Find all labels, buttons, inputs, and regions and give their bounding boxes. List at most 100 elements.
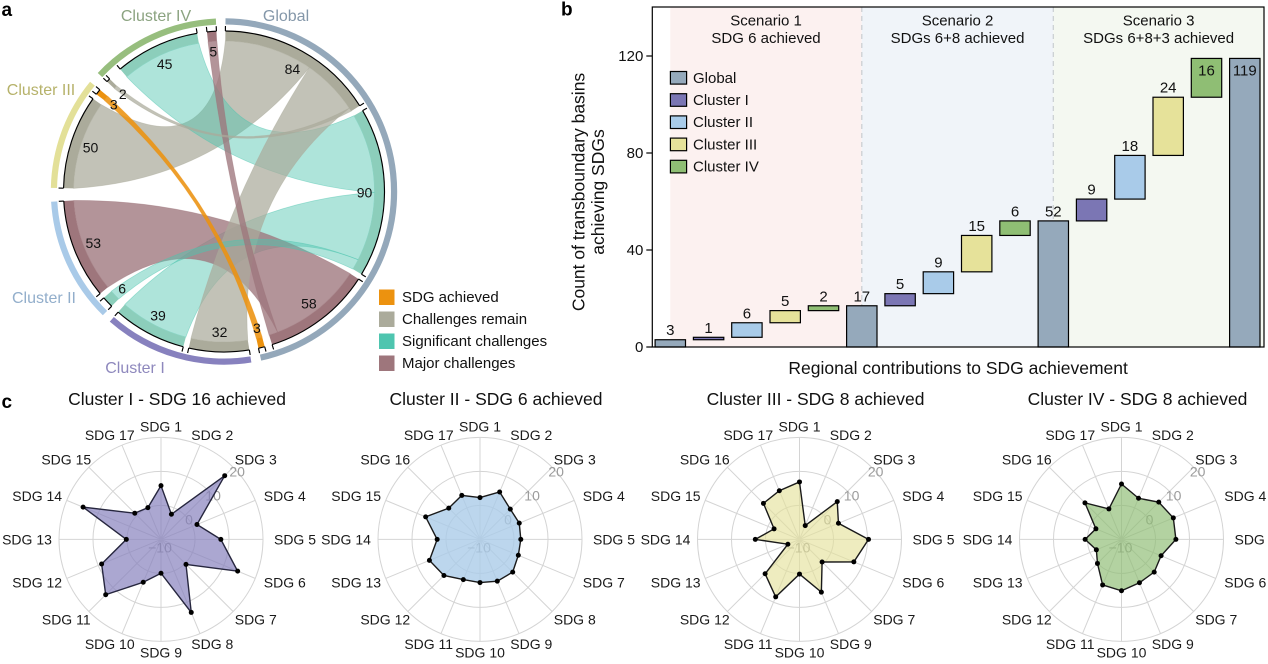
svg-text:SDG 10: SDG 10 [1097, 644, 1147, 659]
svg-text:SDG 3: SDG 3 [554, 452, 596, 468]
svg-text:Challenges remain: Challenges remain [402, 311, 527, 328]
svg-text:SDG 6: SDG 6 [264, 575, 306, 591]
svg-text:SDG 1: SDG 1 [140, 418, 182, 434]
svg-text:39: 39 [150, 308, 166, 324]
svg-text:5: 5 [896, 276, 904, 293]
svg-text:Scenario 3: Scenario 3 [1123, 13, 1195, 30]
svg-text:SDG 7: SDG 7 [1195, 611, 1237, 627]
svg-text:SDG 3: SDG 3 [873, 452, 915, 468]
svg-text:SDG 4: SDG 4 [902, 488, 944, 504]
svg-text:SDG 15: SDG 15 [973, 488, 1023, 504]
svg-text:SDG 7: SDG 7 [583, 575, 625, 591]
svg-text:53: 53 [85, 235, 101, 251]
svg-text:6: 6 [743, 305, 751, 322]
svg-text:SDG 1: SDG 1 [1100, 418, 1142, 434]
svg-text:Cluster III: Cluster III [693, 136, 757, 153]
svg-text:90: 90 [357, 184, 373, 200]
svg-text:SDG 5: SDG 5 [912, 531, 954, 547]
svg-text:18: 18 [1122, 138, 1139, 155]
svg-text:5: 5 [781, 293, 789, 310]
svg-text:10: 10 [1166, 487, 1182, 503]
svg-text:Cluster II: Cluster II [693, 114, 753, 131]
svg-text:b: b [561, 0, 573, 21]
svg-text:SDG 7: SDG 7 [235, 611, 277, 627]
svg-text:SDGs 6+8 achieved: SDGs 6+8 achieved [891, 30, 1025, 47]
svg-text:SDG 11: SDG 11 [724, 636, 773, 652]
svg-text:SDG 8: SDG 8 [191, 636, 233, 652]
svg-text:SDG 14: SDG 14 [12, 488, 62, 504]
svg-text:24: 24 [1160, 80, 1177, 97]
svg-text:SDG 9: SDG 9 [140, 644, 182, 659]
svg-text:40: 40 [627, 242, 644, 259]
svg-text:SDG 15: SDG 15 [331, 488, 381, 504]
svg-text:2: 2 [819, 288, 827, 305]
svg-text:3: 3 [666, 322, 674, 339]
svg-text:SDG 14: SDG 14 [321, 531, 371, 547]
svg-text:SDG 11: SDG 11 [42, 611, 91, 627]
svg-text:SDG 3: SDG 3 [235, 452, 277, 468]
svg-text:10: 10 [844, 487, 860, 503]
svg-text:Global: Global [693, 70, 736, 87]
svg-text:a: a [2, 0, 13, 21]
svg-text:80: 80 [627, 145, 644, 162]
svg-text:52: 52 [1045, 203, 1062, 220]
svg-text:SDG 14: SDG 14 [641, 531, 691, 547]
svg-text:Count of transboundary basins: Count of transboundary basins [569, 73, 589, 312]
svg-text:SDG 4: SDG 4 [264, 488, 306, 504]
svg-text:SDG 13: SDG 13 [973, 575, 1023, 591]
svg-text:SDG 16: SDG 16 [1002, 452, 1052, 468]
svg-text:SDG 3: SDG 3 [1195, 452, 1237, 468]
svg-text:17: 17 [853, 288, 870, 305]
svg-text:SDG 5: SDG 5 [593, 531, 635, 547]
svg-text:SDG 2: SDG 2 [1152, 427, 1194, 443]
svg-text:SDG 13: SDG 13 [651, 575, 701, 591]
svg-text:SDG 13: SDG 13 [331, 575, 381, 591]
svg-text:c: c [2, 392, 13, 413]
svg-text:SDG 10: SDG 10 [775, 644, 825, 659]
svg-text:SDG 5: SDG 5 [274, 531, 316, 547]
svg-text:SDG 11: SDG 11 [1046, 636, 1095, 652]
svg-text:SDG 13: SDG 13 [2, 531, 52, 547]
svg-text:SDG 2: SDG 2 [830, 427, 872, 443]
svg-text:SDG 17: SDG 17 [723, 427, 773, 443]
svg-text:84: 84 [285, 61, 301, 77]
svg-text:SDG 4: SDG 4 [583, 488, 625, 504]
svg-text:Regional contributions to SDG: Regional contributions to SDG achievemen… [788, 358, 1128, 378]
svg-text:Cluster II: Cluster II [12, 290, 76, 307]
svg-text:1: 1 [704, 320, 712, 337]
svg-text:32: 32 [212, 324, 228, 340]
svg-text:SDG achieved: SDG achieved [402, 289, 499, 306]
svg-text:SDG 12: SDG 12 [680, 611, 730, 627]
svg-text:SDGs 6+8+3 achieved: SDGs 6+8+3 achieved [1083, 30, 1234, 47]
svg-text:SDG 4: SDG 4 [1224, 488, 1266, 504]
svg-text:120: 120 [618, 48, 643, 65]
svg-text:SDG 11: SDG 11 [404, 636, 453, 652]
svg-text:SDG 16: SDG 16 [680, 452, 730, 468]
svg-text:SDG 12: SDG 12 [12, 575, 62, 591]
svg-text:SDG 15: SDG 15 [651, 488, 701, 504]
svg-text:SDG 2: SDG 2 [510, 427, 552, 443]
svg-text:16: 16 [1198, 62, 1215, 79]
svg-text:SDG 17: SDG 17 [404, 427, 454, 443]
svg-text:SDG 2: SDG 2 [191, 427, 233, 443]
svg-text:15: 15 [968, 218, 985, 235]
svg-text:SDG 6 achieved: SDG 6 achieved [711, 30, 820, 47]
svg-text:SDG 9: SDG 9 [830, 636, 872, 652]
svg-text:50: 50 [83, 140, 99, 156]
svg-text:0: 0 [635, 339, 643, 356]
svg-text:3: 3 [110, 96, 118, 112]
svg-text:Cluster II - SDG 6 achieved: Cluster II - SDG 6 achieved [390, 389, 603, 409]
svg-text:SDG 17: SDG 17 [85, 427, 135, 443]
svg-text:SDG 14: SDG 14 [963, 531, 1013, 547]
svg-text:Major challenges: Major challenges [402, 355, 515, 372]
svg-text:SDG 1: SDG 1 [778, 418, 820, 434]
svg-text:45: 45 [157, 56, 173, 72]
svg-text:SDG 1: SDG 1 [459, 418, 501, 434]
svg-text:SDG 12: SDG 12 [1002, 611, 1052, 627]
svg-text:9: 9 [1087, 182, 1095, 199]
svg-text:Cluster III: Cluster III [7, 82, 75, 99]
svg-text:SDG 17: SDG 17 [1045, 427, 1095, 443]
svg-text:SDG 9: SDG 9 [510, 636, 552, 652]
svg-text:58: 58 [301, 295, 317, 311]
svg-text:Scenario 1: Scenario 1 [730, 13, 802, 30]
